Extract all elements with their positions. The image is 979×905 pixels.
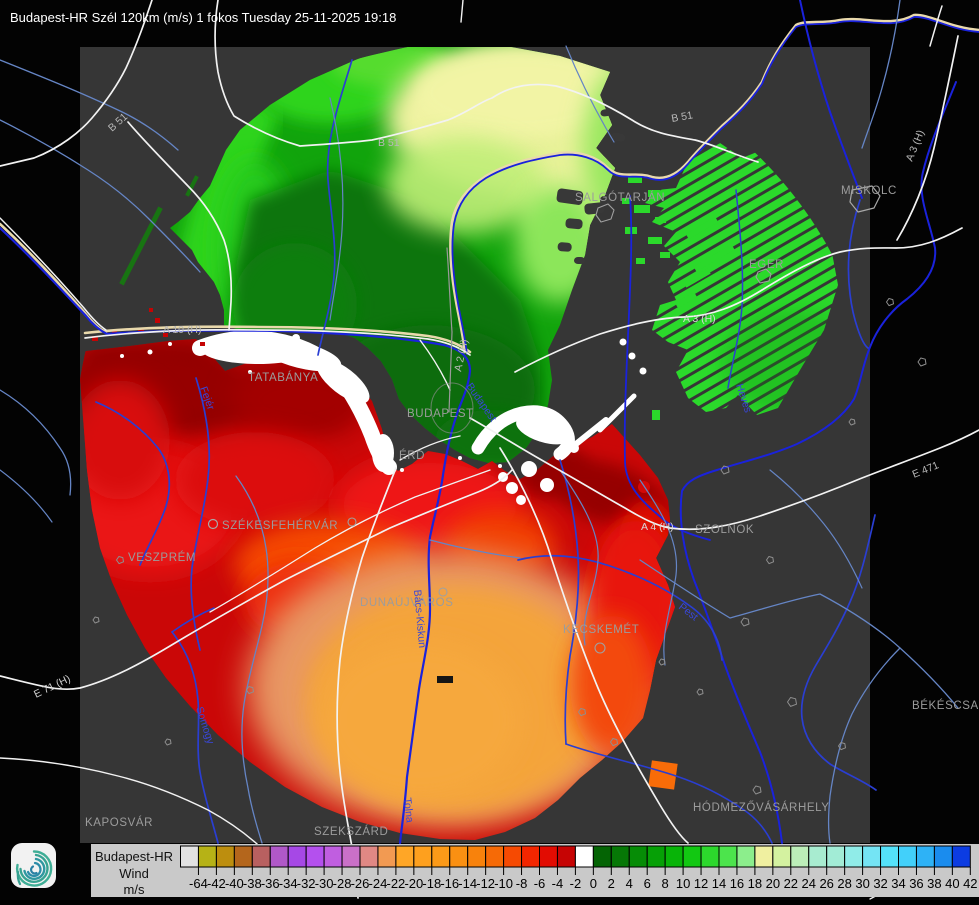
svg-text:-18: -18 bbox=[422, 876, 441, 891]
svg-text:-26: -26 bbox=[351, 876, 370, 891]
svg-text:A 10 (H): A 10 (H) bbox=[163, 324, 202, 336]
svg-text:-64: -64 bbox=[189, 876, 208, 891]
svg-text:Budapest-HR Szél 120km (m/s) 1: Budapest-HR Szél 120km (m/s) 1 fokos Tue… bbox=[10, 10, 396, 25]
svg-text:14: 14 bbox=[712, 876, 726, 891]
svg-text:-36: -36 bbox=[261, 876, 280, 891]
svg-text:-20: -20 bbox=[404, 876, 423, 891]
svg-text:42: 42 bbox=[963, 876, 977, 891]
svg-text:DUNAÚJVÁROS: DUNAÚJVÁROS bbox=[360, 596, 454, 609]
svg-text:m/s: m/s bbox=[124, 882, 145, 897]
svg-text:SZOLNOK: SZOLNOK bbox=[695, 524, 754, 536]
svg-text:18: 18 bbox=[748, 876, 762, 891]
svg-text:38: 38 bbox=[927, 876, 941, 891]
svg-text:10: 10 bbox=[676, 876, 690, 891]
svg-text:34: 34 bbox=[891, 876, 905, 891]
svg-text:KECSKEMÉT: KECSKEMÉT bbox=[563, 623, 639, 636]
svg-text:20: 20 bbox=[766, 876, 780, 891]
svg-text:VESZPRÉM: VESZPRÉM bbox=[128, 551, 196, 564]
svg-text:22: 22 bbox=[784, 876, 798, 891]
svg-text:26: 26 bbox=[819, 876, 833, 891]
svg-text:MISKOLC: MISKOLC bbox=[841, 185, 897, 197]
svg-text:B 51: B 51 bbox=[670, 109, 694, 125]
svg-text:4: 4 bbox=[626, 876, 633, 891]
svg-text:Bács-Kiskun: Bács-Kiskun bbox=[411, 589, 428, 648]
svg-text:-4: -4 bbox=[552, 876, 564, 891]
svg-text:BÉKÉSCSABA: BÉKÉSCSABA bbox=[912, 699, 979, 712]
svg-text:6: 6 bbox=[644, 876, 651, 891]
svg-text:32: 32 bbox=[873, 876, 887, 891]
svg-text:Budapest-HR: Budapest-HR bbox=[95, 849, 173, 864]
svg-text:-22: -22 bbox=[387, 876, 406, 891]
svg-text:-34: -34 bbox=[279, 876, 298, 891]
svg-text:-12: -12 bbox=[476, 876, 495, 891]
svg-text:-32: -32 bbox=[297, 876, 316, 891]
svg-text:40: 40 bbox=[945, 876, 959, 891]
svg-text:-40: -40 bbox=[225, 876, 244, 891]
svg-text:-14: -14 bbox=[458, 876, 477, 891]
svg-text:0: 0 bbox=[590, 876, 597, 891]
svg-text:-8: -8 bbox=[516, 876, 528, 891]
svg-text:TATABÁNYA: TATABÁNYA bbox=[248, 371, 318, 384]
svg-text:KAPOSVÁR: KAPOSVÁR bbox=[85, 816, 153, 829]
svg-text:ÉRD: ÉRD bbox=[399, 449, 425, 462]
svg-text:-28: -28 bbox=[333, 876, 352, 891]
svg-text:36: 36 bbox=[909, 876, 923, 891]
svg-text:-30: -30 bbox=[315, 876, 334, 891]
svg-text:BUDAPEST: BUDAPEST bbox=[407, 408, 474, 420]
svg-text:-2: -2 bbox=[570, 876, 582, 891]
svg-text:SALGÓTARJÁN: SALGÓTARJÁN bbox=[575, 191, 665, 204]
svg-text:HÓDMEZŐVÁSÁRHELY: HÓDMEZŐVÁSÁRHELY bbox=[693, 800, 830, 814]
svg-text:2: 2 bbox=[608, 876, 615, 891]
svg-text:-24: -24 bbox=[369, 876, 388, 891]
svg-text:Tolna: Tolna bbox=[401, 797, 416, 823]
svg-text:A 3 (H): A 3 (H) bbox=[683, 313, 716, 325]
svg-text:EGER: EGER bbox=[749, 259, 784, 271]
svg-text:B 51: B 51 bbox=[378, 137, 400, 149]
svg-text:24: 24 bbox=[802, 876, 816, 891]
svg-text:-38: -38 bbox=[243, 876, 262, 891]
svg-text:30: 30 bbox=[855, 876, 869, 891]
svg-text:SZEKSZÁRD: SZEKSZÁRD bbox=[314, 825, 388, 838]
svg-text:28: 28 bbox=[837, 876, 851, 891]
svg-text:-42: -42 bbox=[207, 876, 226, 891]
svg-text:-6: -6 bbox=[534, 876, 546, 891]
svg-text:12: 12 bbox=[694, 876, 708, 891]
svg-text:16: 16 bbox=[730, 876, 744, 891]
svg-text:A 4 (H): A 4 (H) bbox=[641, 521, 674, 533]
svg-text:SZÉKESFEHÉRVÁR: SZÉKESFEHÉRVÁR bbox=[222, 519, 338, 532]
svg-text:-10: -10 bbox=[494, 876, 513, 891]
svg-text:Wind: Wind bbox=[119, 866, 149, 881]
svg-text:8: 8 bbox=[662, 876, 669, 891]
svg-text:-16: -16 bbox=[440, 876, 459, 891]
